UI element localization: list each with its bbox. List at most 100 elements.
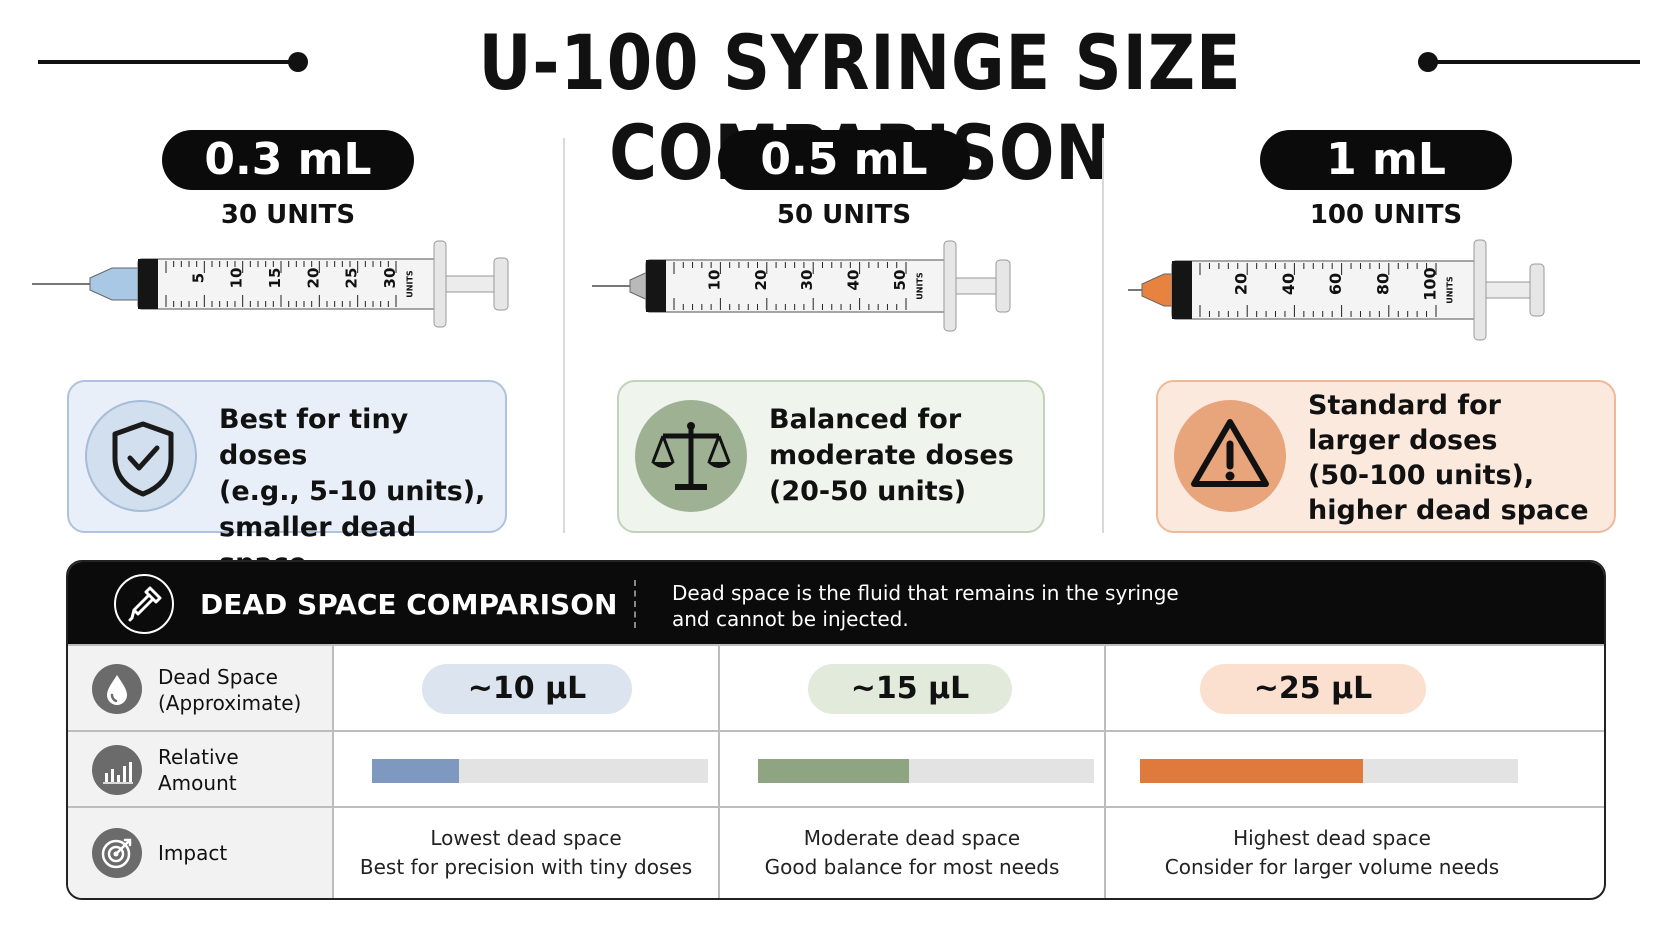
warning-triangle-icon xyxy=(1174,400,1286,512)
relative-bar-fill xyxy=(372,759,460,783)
card-line: moderate doses xyxy=(769,440,1014,471)
cell-impact-0-5ml: Moderate dead space Good balance for mos… xyxy=(720,808,1106,898)
title-rule-left xyxy=(38,60,292,64)
scale-label: 40 xyxy=(845,270,863,291)
scale-unit-label: UNITS xyxy=(916,272,925,300)
cell-impact-1ml: Highest dead space Consider for larger v… xyxy=(1106,808,1604,898)
row-dead-space: Dead Space (Approximate) ~10 µL ~15 µL ~… xyxy=(68,644,1604,730)
relative-bar-track xyxy=(758,759,1094,783)
row-label-dead-space: Dead Space (Approximate) xyxy=(158,664,301,716)
title-rule-right xyxy=(1430,60,1640,64)
volume-badge-0-5ml: 0.5 mL xyxy=(718,130,970,190)
shield-check-icon xyxy=(85,400,197,512)
bar-chart-icon xyxy=(92,745,142,795)
dead-space-value-badge: ~25 µL xyxy=(1200,664,1426,714)
barrel-flange xyxy=(1473,239,1487,341)
card-line: Best for tiny doses xyxy=(219,404,409,471)
needle-hub xyxy=(89,267,139,301)
row-label-cell: Dead Space (Approximate) xyxy=(68,646,334,730)
scale-label: 25 xyxy=(343,268,361,289)
barrel-flange xyxy=(943,240,957,332)
impact-line: Consider for larger volume needs xyxy=(1164,855,1500,879)
syringe-1ml: 20 40 60 80 100 UNITS xyxy=(1128,239,1545,341)
card-line: Balanced for xyxy=(769,404,962,435)
scale-label: 5 xyxy=(189,273,207,283)
cell-dead-space-0-3ml: ~10 µL xyxy=(334,646,720,730)
plunger-stopper xyxy=(1172,261,1192,319)
target-icon xyxy=(92,828,142,878)
row-label-cell: Impact xyxy=(68,808,334,898)
info-card-0-3ml: Best for tiny doses (e.g., 5-10 units), … xyxy=(67,380,507,579)
volume-badge-1ml: 1 mL xyxy=(1260,130,1512,190)
card-text-0-3ml: Best for tiny doses (e.g., 5-10 units), … xyxy=(219,402,505,582)
card-line: Standard for xyxy=(1308,390,1501,421)
row-label-relative: Relative Amount xyxy=(158,744,239,796)
plunger-thumb xyxy=(995,259,1011,313)
card-text-1ml: Standard for larger doses (50-100 units)… xyxy=(1308,388,1589,528)
column-divider xyxy=(1102,138,1104,533)
description-line: and cannot be injected. xyxy=(672,607,909,631)
scale-label: 60 xyxy=(1326,273,1345,295)
card-line: (e.g., 5-10 units), xyxy=(219,476,486,507)
relative-bar-fill xyxy=(1140,759,1364,783)
row-relative-amount: Relative Amount xyxy=(68,730,1604,806)
cell-impact-0-3ml: Lowest dead space Best for precision wit… xyxy=(334,808,720,898)
scale-label: 20 xyxy=(1232,273,1251,295)
row-label-line: Dead Space xyxy=(158,665,278,689)
row-label-line: (Approximate) xyxy=(158,691,302,715)
syringe-0-5ml: 10 20 30 40 50 UNITS xyxy=(592,240,1011,332)
scale-label: 10 xyxy=(228,268,246,289)
row-impact: Impact Lowest dead space Best for precis… xyxy=(68,806,1604,898)
cell-dead-space-1ml: ~25 µL xyxy=(1106,646,1604,730)
impact-text: Moderate dead space Good balance for mos… xyxy=(720,824,1104,882)
scale-label: 10 xyxy=(705,270,723,291)
barrel-flange xyxy=(433,240,447,328)
balance-scale-icon xyxy=(635,400,747,512)
scale-label: 50 xyxy=(891,270,909,291)
scale-label: 30 xyxy=(381,268,399,289)
impact-text: Lowest dead space Best for precision wit… xyxy=(334,824,718,882)
relative-bar-fill xyxy=(758,759,910,783)
scale-label: 20 xyxy=(752,270,770,291)
cell-relative-0-3ml xyxy=(334,732,720,806)
row-label-line: Amount xyxy=(158,771,237,795)
title-dot-right xyxy=(1418,52,1438,72)
card-line: (50-100 units), xyxy=(1308,460,1535,491)
plunger-thumb xyxy=(1529,263,1545,317)
cell-relative-1ml xyxy=(1106,732,1604,806)
row-label-cell: Relative Amount xyxy=(68,732,334,806)
info-card-1ml: Standard for larger doses (50-100 units)… xyxy=(1156,380,1616,533)
relative-bar-track xyxy=(372,759,708,783)
units-label-100: 100 UNITS xyxy=(1309,200,1463,230)
cell-dead-space-0-5ml: ~15 µL xyxy=(720,646,1106,730)
info-card-0-5ml: Balanced for moderate doses (20-50 units… xyxy=(617,380,1045,533)
cell-relative-0-5ml xyxy=(720,732,1106,806)
title-row: U-100 SYRINGE SIZE COMPARISON xyxy=(0,18,1672,197)
impact-text: Highest dead space Consider for larger v… xyxy=(1082,824,1582,882)
plunger-thumb xyxy=(493,257,509,311)
scale-label: 30 xyxy=(798,270,816,291)
row-label-line: Relative xyxy=(158,745,239,769)
dead-space-value-badge: ~15 µL xyxy=(808,664,1012,714)
scale-label: 80 xyxy=(1373,273,1392,295)
drop-icon xyxy=(92,664,142,714)
dead-space-value-badge: ~10 µL xyxy=(422,664,632,714)
dead-space-table: DEAD SPACE COMPARISON Dead space is the … xyxy=(66,560,1606,900)
scale-label: 20 xyxy=(304,268,322,289)
row-label-impact: Impact xyxy=(158,841,228,865)
syringe-0-3ml: 5 10 15 20 25 30 UNITS xyxy=(32,240,509,328)
needle-hub xyxy=(1141,273,1173,307)
scale-unit-label: UNITS xyxy=(1446,276,1455,304)
impact-line: Highest dead space xyxy=(1233,826,1431,850)
dead-space-header: DEAD SPACE COMPARISON Dead space is the … xyxy=(68,562,1604,644)
plunger-rod xyxy=(437,275,499,293)
scale-label: 40 xyxy=(1279,273,1298,295)
plunger-stopper xyxy=(646,260,666,312)
dropper-icon xyxy=(114,574,174,634)
dead-space-description: Dead space is the fluid that remains in … xyxy=(672,580,1192,632)
impact-line: Lowest dead space xyxy=(430,826,622,850)
column-divider xyxy=(563,138,565,533)
card-line: (20-50 units) xyxy=(769,476,967,507)
impact-line: Good balance for most needs xyxy=(764,855,1060,879)
units-label-50: 50 UNITS xyxy=(776,200,912,230)
